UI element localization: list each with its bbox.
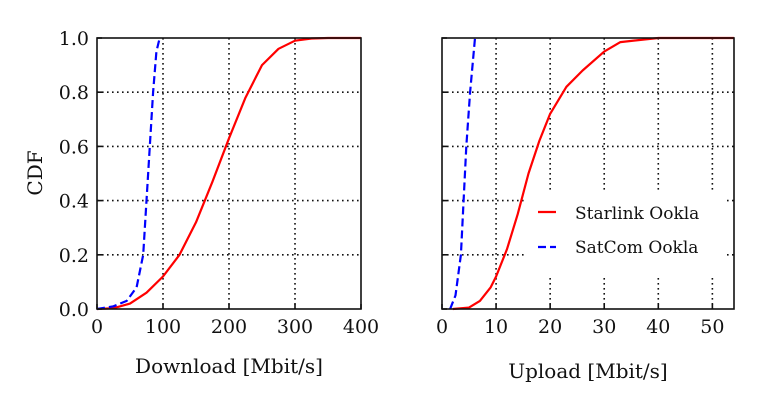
legend-starlink-label: Starlink Ookla bbox=[575, 204, 699, 224]
y-tick-label: 0.6 bbox=[59, 136, 89, 158]
y-tick-label: 0.2 bbox=[59, 245, 89, 267]
cdf-y-axis-label: CDF bbox=[23, 150, 47, 195]
x-tick-label: 10 bbox=[484, 316, 508, 338]
x-tick-label: 50 bbox=[700, 316, 724, 338]
x-tick-label: 300 bbox=[277, 316, 313, 338]
y-tick-label: 1.0 bbox=[59, 28, 89, 50]
y-tick-label: 0.8 bbox=[59, 82, 89, 104]
download-x-axis-label: Download [Mbit/s] bbox=[135, 354, 323, 378]
download-curves bbox=[96, 36, 361, 311]
satcom-ookla-curve bbox=[449, 37, 477, 310]
y-tick-label: 0.0 bbox=[59, 299, 89, 321]
download-ticks: 0 100 200 300 400 0.0 0.2 0.4 0.6 0.8 1.0 bbox=[59, 28, 379, 338]
download-cdf-plot: 0 100 200 300 400 0.0 0.2 0.4 0.6 0.8 1.0 Download… bbox=[23, 28, 379, 378]
x-tick-label: 100 bbox=[145, 316, 181, 338]
upload-curves bbox=[449, 36, 734, 311]
upload-x-axis-label: Upload [Mbit/s] bbox=[508, 359, 668, 383]
legend-background bbox=[527, 193, 727, 277]
x-tick-label: 200 bbox=[211, 316, 247, 338]
starlink-ookla-curve bbox=[452, 36, 734, 311]
x-tick-label: 0 bbox=[91, 316, 103, 338]
x-tick-label: 40 bbox=[646, 316, 670, 338]
y-tick-label: 0.4 bbox=[59, 191, 89, 213]
upload-cdf-plot: 0 10 20 30 40 50 Upload [Mbit/s] Starlink Ook… bbox=[436, 36, 735, 383]
x-tick-label: 0 bbox=[436, 316, 448, 338]
legend-satcom-label: SatCom Ookla bbox=[575, 238, 698, 258]
legend: Starlink Ookla SatCom Ookla bbox=[527, 193, 727, 277]
upload-plot-frame bbox=[441, 37, 735, 310]
x-tick-label: 400 bbox=[343, 316, 379, 338]
starlink-ookla-curve bbox=[96, 36, 361, 311]
upload-ticks: 0 10 20 30 40 50 bbox=[436, 37, 724, 338]
download-grid bbox=[97, 38, 361, 309]
satcom-ookla-curve bbox=[96, 37, 161, 311]
x-tick-label: 20 bbox=[538, 316, 562, 338]
x-tick-label: 30 bbox=[592, 316, 616, 338]
